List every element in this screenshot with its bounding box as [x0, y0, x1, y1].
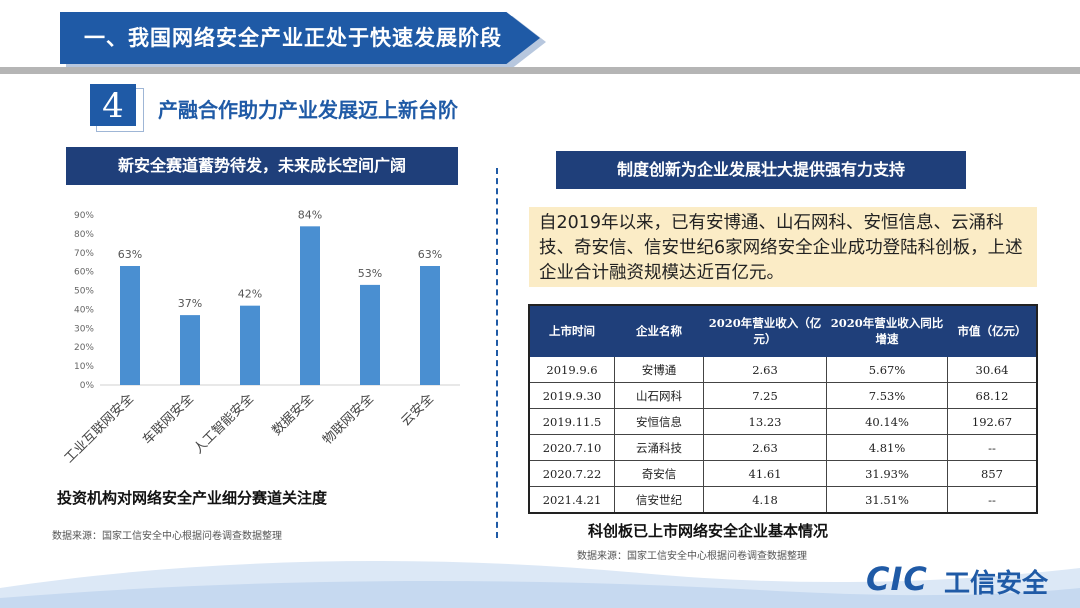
y-tick-label: 50% — [74, 287, 94, 297]
cell-revenue-growth: 40.14% — [826, 408, 948, 435]
cell-company-name: 奇安信 — [614, 460, 704, 487]
table-caption: 科创板已上市网络安全企业基本情况 — [588, 522, 829, 540]
table-source-note: 数据来源：国家工信安全中心根据问卷调查数据整理 — [577, 551, 807, 562]
bar — [300, 226, 320, 385]
y-tick-label: 80% — [74, 230, 94, 240]
table-row: 2019.9.6 安博通 2.63 5.67% 30.64 — [528, 356, 1038, 383]
header-listing-date: 上市时间 — [528, 304, 615, 357]
cell-market-value: 857 — [947, 460, 1038, 487]
cell-revenue-growth: 31.93% — [826, 460, 948, 487]
data-label: 63% — [118, 248, 142, 261]
x-tick-label: 云安全 — [398, 391, 437, 430]
data-label: 42% — [238, 288, 262, 301]
data-label: 63% — [418, 248, 442, 261]
cell-listing-date: 2020.7.22 — [528, 460, 615, 487]
table-row: 2020.7.22 奇安信 41.61 31.93% 857 — [528, 460, 1038, 487]
bar-chart: 0% 10% 20% 30% 40% 50% 60% 70% 80% 90% 63% 工业互联网安全 3… — [61, 208, 460, 467]
cell-revenue-growth: 7.53% — [826, 382, 948, 409]
bar — [120, 266, 140, 385]
data-label: 37% — [178, 297, 202, 310]
listing-table: 上市时间 企业名称 2020年营业收入（亿元） 2020年营业收入同比增速 市值… — [528, 304, 1038, 514]
logo-name: 工信安全 — [944, 569, 1049, 599]
page-title: 一、我国网络安全产业正处于快速发展阶段 — [84, 26, 502, 50]
x-tick-label: 工业互联网安全 — [61, 391, 137, 467]
cell-market-value: 192.67 — [947, 408, 1038, 435]
table-row: 2020.7.10 云涌科技 2.63 4.81% -- — [528, 434, 1038, 461]
chart-source-note: 数据来源：国家工信安全中心根据问卷调查数据整理 — [52, 531, 282, 542]
cell-market-value: -- — [947, 434, 1038, 461]
listing-table-container: 上市时间 企业名称 2020年营业收入（亿元） 2020年营业收入同比增速 市值… — [528, 304, 1038, 516]
cell-company-name: 云涌科技 — [614, 434, 704, 461]
cell-listing-date: 2019.9.6 — [528, 356, 615, 383]
y-tick-label: 40% — [74, 305, 94, 315]
bar — [360, 284, 380, 385]
bar — [240, 305, 260, 385]
chart-caption: 投资机构对网络安全产业细分赛道关注度 — [57, 489, 328, 507]
cell-company-name: 安博通 — [614, 356, 704, 383]
left-panel-heading: 新安全赛道蓄势待发，未来成长空间广阔 — [66, 147, 458, 185]
cell-revenue: 13.23 — [703, 408, 827, 435]
cell-market-value: 68.12 — [947, 382, 1038, 409]
cell-revenue-growth: 31.51% — [826, 486, 948, 514]
y-tick-label: 30% — [74, 324, 94, 334]
cell-revenue: 4.18 — [703, 486, 827, 514]
header-divider — [0, 67, 1080, 74]
table-row: 2021.4.21 信安世纪 4.18 31.51% -- — [528, 486, 1038, 514]
y-tick-label: 70% — [74, 249, 94, 259]
cell-revenue: 41.61 — [703, 460, 827, 487]
data-label: 53% — [358, 267, 382, 280]
header-company-name: 企业名称 — [614, 304, 704, 357]
cell-revenue-growth: 4.81% — [826, 434, 948, 461]
x-tick-label: 数据安全 — [269, 391, 317, 439]
y-tick-label: 20% — [74, 343, 94, 353]
cell-revenue: 7.25 — [703, 382, 827, 409]
cell-company-name: 信安世纪 — [614, 486, 704, 514]
data-label: 84% — [298, 208, 322, 221]
info-text-box: 自2019年以来，已有安博通、山石网科、安恒信息、云涌科技、奇安信、信安世纪6家… — [529, 207, 1037, 287]
cell-market-value: 30.64 — [947, 356, 1038, 383]
y-tick-label: 10% — [74, 362, 94, 372]
y-tick-label: 90% — [74, 211, 94, 221]
header-ribbon — [60, 12, 540, 64]
y-tick-label: 0% — [80, 381, 95, 391]
x-tick-label: 车联网安全 — [140, 391, 197, 448]
header-market-value: 市值（亿元） — [947, 304, 1038, 357]
table-row: 2019.11.5 安恒信息 13.23 40.14% 192.67 — [528, 408, 1038, 435]
header-revenue-growth: 2020年营业收入同比增速 — [826, 304, 948, 357]
cell-listing-date: 2019.9.30 — [528, 382, 615, 409]
cell-revenue-growth: 5.67% — [826, 356, 948, 383]
bar — [420, 266, 440, 385]
table-header-row: 上市时间 企业名称 2020年营业收入（亿元） 2020年营业收入同比增速 市值… — [528, 304, 1038, 357]
section-number: 4 — [90, 84, 136, 126]
right-panel-heading: 制度创新为企业发展壮大提供强有力支持 — [556, 151, 966, 189]
footer-wave — [0, 561, 1080, 608]
cell-company-name: 山石网科 — [614, 382, 704, 409]
cell-listing-date: 2019.11.5 — [528, 408, 615, 435]
x-tick-label: 人工智能安全 — [190, 391, 256, 457]
bar — [180, 315, 200, 385]
header-revenue: 2020年营业收入（亿元） — [703, 304, 827, 357]
cell-company-name: 安恒信息 — [614, 408, 704, 435]
cell-market-value: -- — [947, 486, 1038, 514]
cell-revenue: 2.63 — [703, 434, 827, 461]
panel-divider — [496, 168, 498, 538]
y-tick-label: 60% — [74, 268, 94, 278]
cell-listing-date: 2021.4.21 — [528, 486, 615, 514]
cell-listing-date: 2020.7.10 — [528, 434, 615, 461]
table-row: 2019.9.30 山石网科 7.25 7.53% 68.12 — [528, 382, 1038, 409]
x-tick-label: 物联网安全 — [320, 391, 377, 448]
section-title: 产融合作助力产业发展迈上新台阶 — [158, 98, 458, 122]
cell-revenue: 2.63 — [703, 356, 827, 383]
logo-mark: CIC — [866, 560, 928, 598]
